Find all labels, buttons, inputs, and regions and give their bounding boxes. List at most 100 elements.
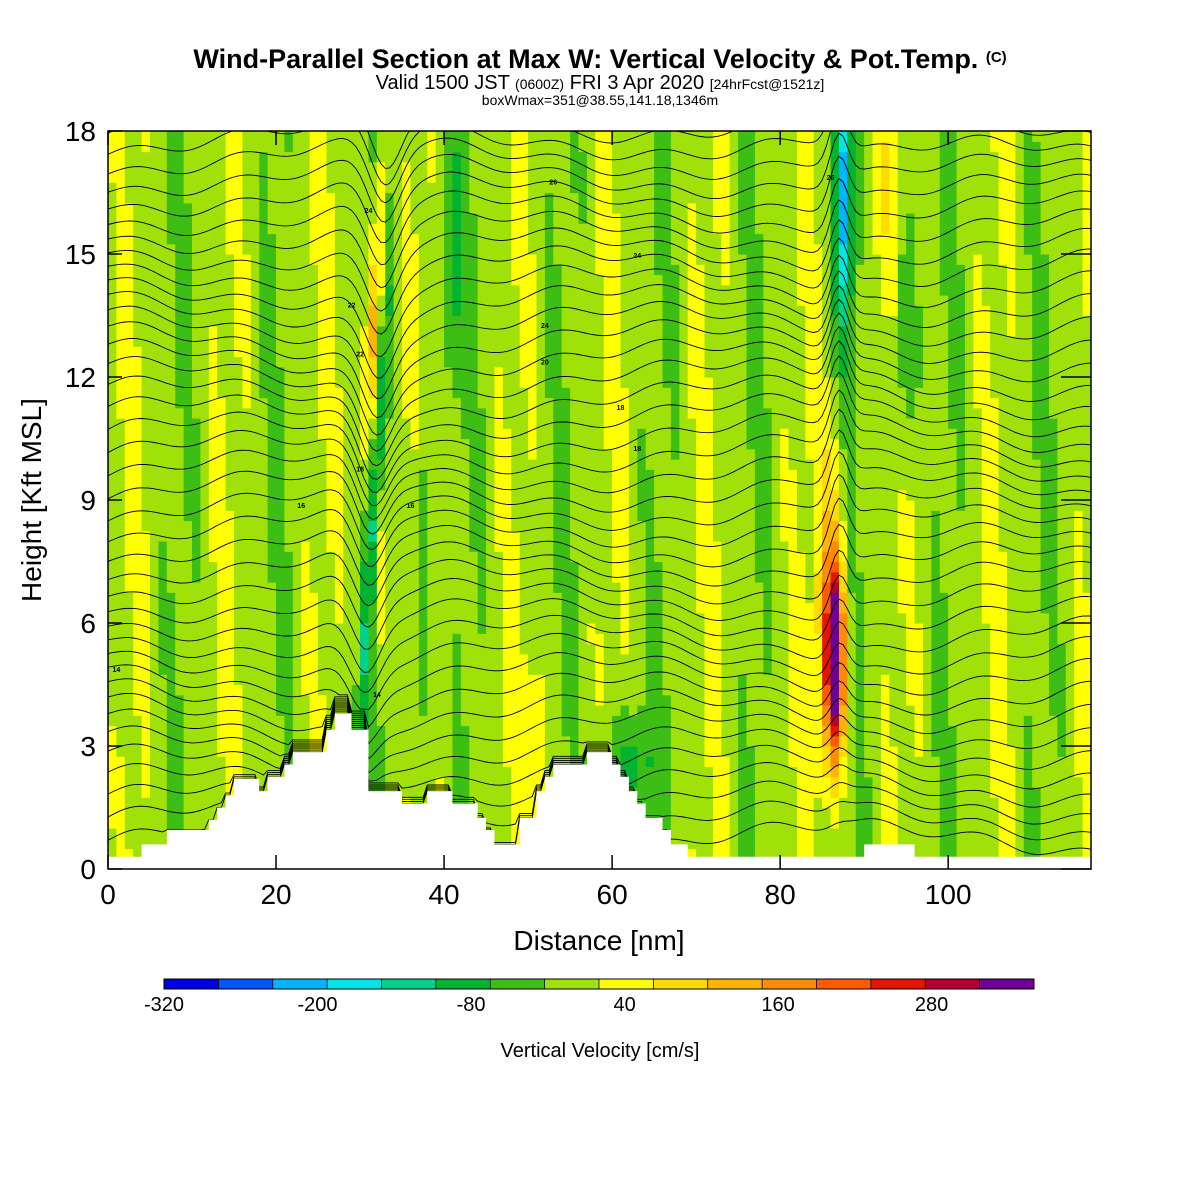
heatmap-cell bbox=[679, 828, 689, 839]
heatmap-cell bbox=[326, 213, 336, 224]
heatmap-cell bbox=[124, 295, 134, 306]
heatmap-cell bbox=[166, 623, 176, 634]
heatmap-cell bbox=[393, 541, 403, 552]
heatmap-cell bbox=[553, 387, 563, 399]
heatmap-cell bbox=[376, 653, 386, 665]
heatmap-cell bbox=[116, 684, 126, 696]
heatmap-cell bbox=[494, 746, 504, 757]
heatmap-cell bbox=[410, 633, 420, 645]
heatmap-cell bbox=[166, 489, 176, 501]
heatmap-cell bbox=[612, 623, 622, 634]
heatmap-cell bbox=[469, 735, 479, 747]
heatmap-cell bbox=[511, 387, 521, 399]
heatmap-cell bbox=[620, 131, 630, 142]
heatmap-cell bbox=[486, 356, 496, 368]
heatmap-cell bbox=[469, 366, 479, 378]
heatmap-cell bbox=[217, 172, 227, 183]
heatmap-cell bbox=[292, 407, 302, 419]
heatmap-cell bbox=[460, 797, 470, 809]
heatmap-cell bbox=[637, 684, 647, 696]
heatmap-cell bbox=[645, 623, 655, 634]
heatmap-cell bbox=[435, 489, 445, 501]
heatmap-cell bbox=[595, 284, 605, 296]
heatmap-cell bbox=[301, 653, 311, 665]
heatmap-cell bbox=[150, 366, 160, 378]
heatmap-cell bbox=[124, 407, 134, 419]
heatmap-cell bbox=[284, 141, 294, 153]
heatmap-cell bbox=[494, 612, 504, 624]
heatmap-cell bbox=[444, 592, 454, 604]
heatmap-cell bbox=[301, 469, 311, 481]
heatmap-cell bbox=[175, 653, 185, 665]
heatmap-cell bbox=[133, 233, 143, 245]
heatmap-cell bbox=[141, 766, 151, 778]
heatmap-cell bbox=[502, 448, 512, 460]
heatmap-cell bbox=[124, 305, 134, 317]
heatmap-cell bbox=[192, 623, 202, 634]
heatmap-cell bbox=[444, 684, 454, 696]
heatmap-cell bbox=[166, 725, 176, 737]
heatmap-cell bbox=[687, 776, 697, 788]
heatmap-cell bbox=[284, 131, 294, 142]
heatmap-cell bbox=[578, 489, 588, 501]
heatmap-cell bbox=[620, 653, 630, 665]
heatmap-cell bbox=[158, 623, 168, 634]
heatmap-cell bbox=[402, 705, 412, 716]
heatmap-cell bbox=[595, 582, 605, 593]
heatmap-cell bbox=[192, 551, 202, 563]
heatmap-cell bbox=[570, 397, 580, 409]
heatmap-cell bbox=[368, 479, 378, 491]
heatmap-cell bbox=[679, 735, 689, 747]
heatmap-cell bbox=[292, 664, 302, 675]
heatmap-cell bbox=[259, 233, 269, 245]
heatmap-cell bbox=[679, 407, 689, 419]
heatmap-cell bbox=[276, 459, 286, 470]
heatmap-cell bbox=[502, 469, 512, 481]
heatmap-cell bbox=[477, 315, 487, 327]
heatmap-cell bbox=[595, 561, 605, 573]
heatmap-cell bbox=[133, 366, 143, 378]
heatmap-cell bbox=[242, 469, 252, 481]
heatmap-cell bbox=[477, 807, 487, 819]
heatmap-cell bbox=[292, 233, 302, 245]
heatmap-cell bbox=[192, 459, 202, 470]
heatmap-cell bbox=[502, 192, 512, 204]
heatmap-cell bbox=[208, 715, 218, 727]
heatmap-cell bbox=[343, 397, 353, 409]
heatmap-cell bbox=[460, 295, 470, 306]
heatmap-cell bbox=[192, 377, 202, 388]
heatmap-cell bbox=[511, 541, 521, 552]
heatmap-cell bbox=[628, 479, 638, 491]
heatmap-cell bbox=[628, 366, 638, 378]
heatmap-cell bbox=[108, 643, 117, 655]
heatmap-cell bbox=[603, 295, 613, 306]
heatmap-cell bbox=[637, 325, 647, 337]
heatmap-cell bbox=[477, 202, 487, 214]
heatmap-cell bbox=[368, 131, 378, 142]
heatmap-cell bbox=[410, 571, 420, 583]
heatmap-cell bbox=[444, 448, 454, 460]
heatmap-cell bbox=[208, 643, 218, 655]
heatmap-cell bbox=[225, 346, 235, 358]
heatmap-cell bbox=[427, 346, 437, 358]
heatmap-cell bbox=[578, 735, 588, 747]
heatmap-cell bbox=[452, 612, 462, 624]
heatmap-cell bbox=[595, 633, 605, 645]
heatmap-cell bbox=[309, 192, 319, 204]
heatmap-cell bbox=[570, 623, 580, 634]
heatmap-cell bbox=[200, 643, 210, 655]
heatmap-cell bbox=[645, 510, 655, 522]
heatmap-cell bbox=[528, 233, 538, 245]
heatmap-cell bbox=[351, 623, 361, 634]
heatmap-cell bbox=[133, 828, 143, 839]
heatmap-cell bbox=[494, 336, 504, 347]
heatmap-cell bbox=[620, 592, 630, 604]
heatmap-cell bbox=[469, 202, 479, 214]
heatmap-cell bbox=[158, 315, 168, 327]
heatmap-cell bbox=[528, 653, 538, 665]
heatmap-cell bbox=[158, 571, 168, 583]
heatmap-cell bbox=[444, 377, 454, 388]
heatmap-cell bbox=[108, 510, 117, 522]
heatmap-cell bbox=[250, 213, 260, 224]
heatmap-cell bbox=[166, 746, 176, 757]
